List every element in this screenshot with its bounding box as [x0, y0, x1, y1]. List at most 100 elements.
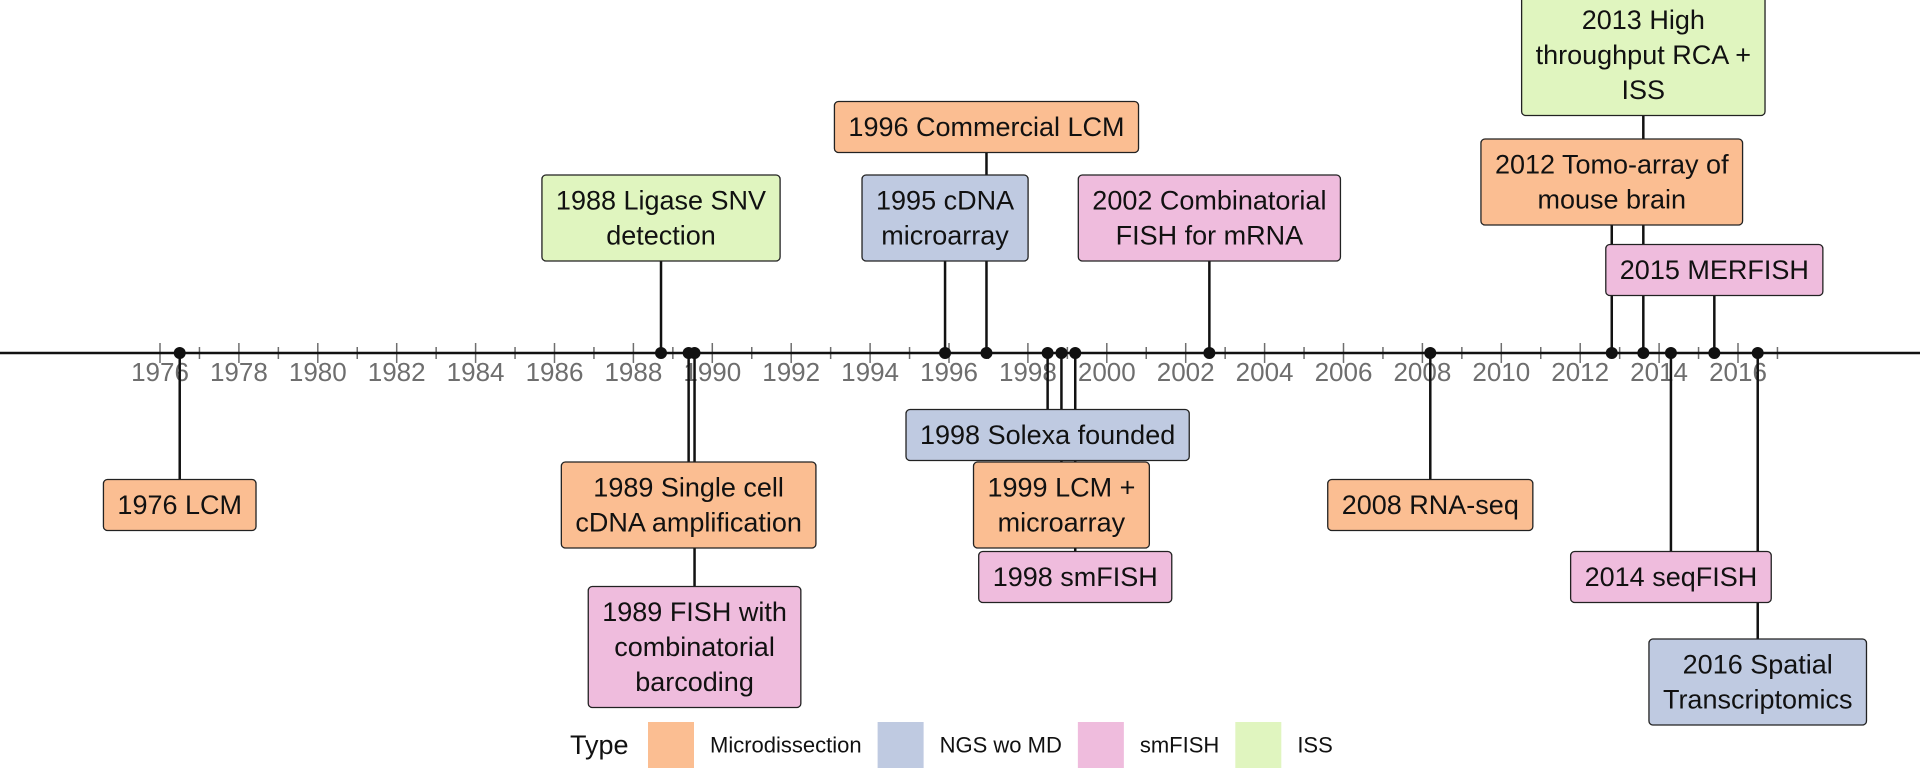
event-point [1203, 347, 1216, 359]
legend-label: Microdissection [710, 733, 862, 758]
event-label-box [541, 174, 781, 262]
event-label: 2014 seqFISH [1569, 550, 1772, 604]
legend: Type Microdissection NGS wo MD smFISH ISS [570, 722, 1333, 768]
event-label: 1988 Ligase SNV detection [541, 174, 781, 262]
event-point [1605, 347, 1618, 359]
event-label-text: 2014 seqFISH [1585, 562, 1758, 592]
x-tick-label: 1996 [920, 357, 978, 387]
event-label-box [1569, 550, 1772, 604]
event-label-text: 2012 Tomo-array of [1495, 150, 1729, 180]
event-label-text: 1989 Single cell [593, 473, 784, 503]
x-tick-label: 1990 [683, 357, 741, 387]
event-label-text: ISS [1622, 75, 1666, 105]
x-tick-label: 1992 [762, 357, 820, 387]
event-label-text: 1988 Ligase SNV [556, 186, 766, 216]
event-label: 1989 FISH with combinatorial barcoding [587, 585, 802, 709]
event-point [1751, 347, 1764, 359]
event-point [173, 347, 186, 359]
event-label-text: FISH for mRNA [1116, 221, 1304, 251]
event-label: 1998 Solexa founded [905, 408, 1190, 462]
event-label-text: mouse brain [1537, 185, 1686, 215]
event-label-box [1077, 174, 1342, 262]
event-label-box [560, 461, 817, 549]
legend-swatch [1235, 722, 1282, 768]
legend-label: ISS [1297, 733, 1332, 758]
event-label-box [1327, 478, 1534, 532]
x-tick-label: 1980 [289, 357, 347, 387]
event-label: 2002 Combinatorial FISH for mRNA [1077, 174, 1342, 262]
event-label-text: 2016 Spatial [1683, 650, 1833, 680]
legend-swatch [877, 722, 924, 768]
event-label-text: 1989 FISH with [602, 597, 787, 627]
legend-swatch [1077, 722, 1124, 768]
event-label: 1996 Commercial LCM [833, 100, 1140, 154]
event-label-box [833, 100, 1140, 154]
x-tick-label: 2010 [1472, 357, 1530, 387]
x-tick-label: 2014 [1630, 357, 1688, 387]
event-label-box [1480, 138, 1744, 226]
event-label-box [861, 174, 1029, 262]
x-tick-label: 2002 [1157, 357, 1215, 387]
event-point [655, 347, 668, 359]
legend-title: Type [570, 730, 629, 760]
event-label-text: 1998 Solexa founded [920, 420, 1175, 450]
event-label: 2012 Tomo-array of mouse brain [1480, 138, 1744, 226]
event-label-text: 2013 High [1582, 5, 1705, 35]
event-label-box [587, 585, 802, 709]
event-label: 1976 LCM [102, 478, 257, 532]
event-label: 1989 Single cell cDNA amplification [560, 461, 817, 549]
event-label: 2016 Spatial Transcriptomics [1648, 638, 1868, 726]
event-label: 2008 RNA-seq [1327, 478, 1534, 532]
event-label: 1995 cDNA microarray [861, 174, 1029, 262]
event-label-text: 1998 smFISH [993, 562, 1158, 592]
x-tick-label: 2004 [1236, 357, 1294, 387]
legend-label: NGS wo MD [940, 733, 1062, 758]
event-point [688, 347, 701, 359]
x-tick-label: 1988 [604, 357, 662, 387]
event-label-box [1648, 638, 1868, 726]
event-label-box [905, 408, 1190, 462]
event-label-box [972, 461, 1151, 549]
event-label: 2013 High throughput RCA + ISS [1520, 0, 1766, 117]
event-label-text: 1996 Commercial LCM [848, 112, 1124, 142]
event-label-text: microarray [881, 221, 1009, 251]
event-point [1069, 347, 1082, 359]
x-tick-label: 1984 [447, 357, 505, 387]
x-axis-ticks: 1976 1978 1980 1982 1984 1986 1988 1990 1992 1994… [131, 343, 1779, 387]
event-label-text: throughput RCA + [1536, 40, 1751, 70]
event-label-text: 2015 MERFISH [1620, 255, 1809, 285]
x-tick-label: 2006 [1315, 357, 1373, 387]
x-tick-label: 1994 [841, 357, 899, 387]
event-labels: 1976 LCM 1988 Ligase SNV detection 1989 Sin… [102, 0, 1868, 726]
event-label-text: microarray [998, 508, 1126, 538]
event-label-box [978, 550, 1173, 604]
event-label-box [102, 478, 257, 532]
event-label-text: 1976 LCM [117, 490, 242, 520]
event-label-text: 1995 cDNA [876, 186, 1014, 216]
event-label-text: 2002 Combinatorial [1092, 186, 1326, 216]
event-point [1424, 347, 1437, 359]
x-tick-label: 2008 [1393, 357, 1451, 387]
event-point [1055, 347, 1068, 359]
event-label-text: combinatorial [614, 632, 775, 662]
event-label-box [1520, 0, 1766, 117]
event-label: 2015 MERFISH [1605, 243, 1824, 297]
x-tick-label: 1986 [526, 357, 584, 387]
legend-label: smFISH [1140, 733, 1219, 758]
event-point [939, 347, 952, 359]
event-label-text: 2008 RNA-seq [1342, 490, 1519, 520]
x-tick-label: 2000 [1078, 357, 1136, 387]
event-point [1041, 347, 1054, 359]
event-label-text: 1999 LCM + [988, 473, 1136, 503]
event-point [1708, 347, 1721, 359]
event-label-text: cDNA amplification [575, 508, 802, 538]
event-points [173, 347, 1764, 359]
x-tick-label: 2012 [1551, 357, 1609, 387]
event-label-text: Transcriptomics [1663, 685, 1853, 715]
event-point [1637, 347, 1650, 359]
event-point [1664, 347, 1677, 359]
x-tick-label: 1982 [368, 357, 426, 387]
event-point [980, 347, 993, 359]
x-tick-label: 1978 [210, 357, 268, 387]
